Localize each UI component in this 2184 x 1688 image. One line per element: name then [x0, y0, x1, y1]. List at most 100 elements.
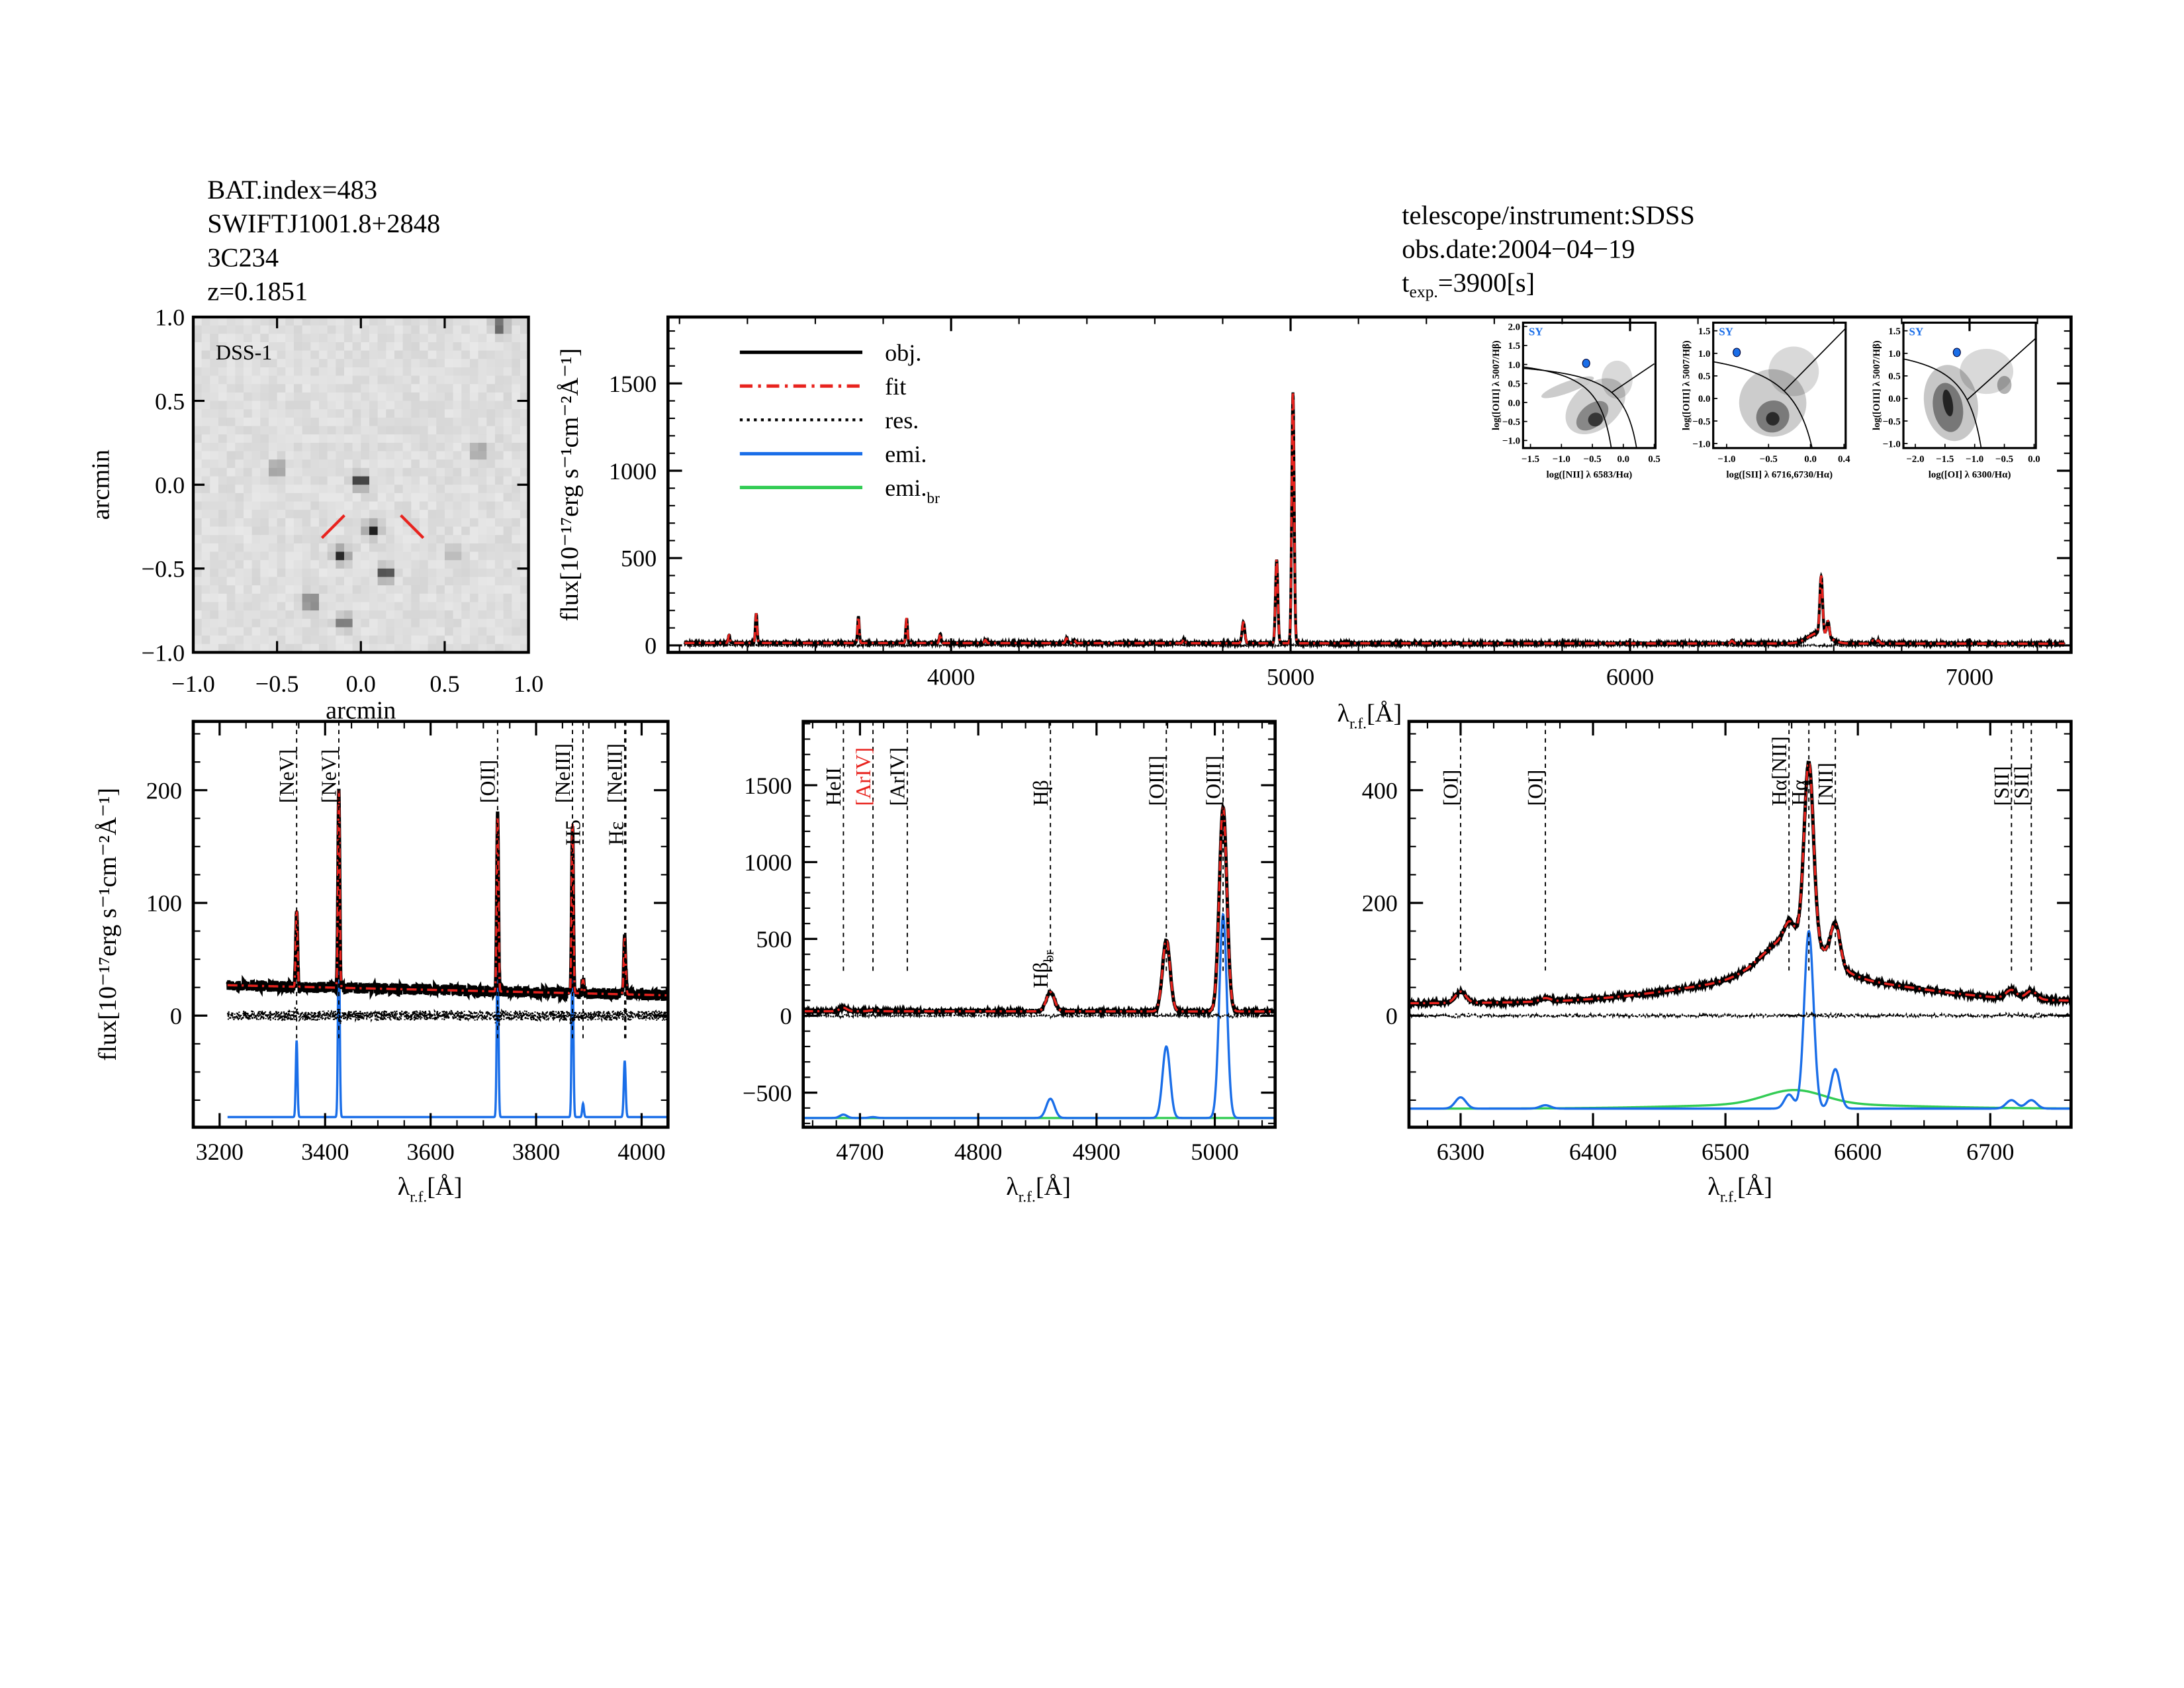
dss-pixel	[310, 400, 320, 410]
dss-pixel	[193, 526, 203, 536]
legend-label: res.	[885, 407, 919, 434]
dss-pixel	[193, 400, 203, 410]
dss-pixel	[461, 577, 471, 586]
dss-pixel	[369, 325, 379, 334]
lambda-symbol: λ	[1337, 700, 1349, 727]
dss-pixel	[260, 426, 269, 435]
dss-pixel	[453, 543, 462, 553]
dss-pixel	[512, 392, 521, 402]
x-tick-label: −1.0	[1717, 454, 1735, 465]
dss-pixel	[218, 467, 228, 477]
dss-pixel	[402, 342, 412, 352]
dss-pixel	[343, 417, 353, 427]
dss-pixel	[361, 618, 370, 628]
dss-pixel	[302, 526, 311, 536]
dss-pixel	[193, 577, 203, 586]
bpt-y-label: log([OIII] λ 5007/Hβ)	[1872, 340, 1882, 430]
dss-pixel	[201, 392, 210, 402]
dss-pixel	[402, 400, 412, 410]
dss-pixel	[503, 485, 512, 494]
line-marker-label: [OII]	[477, 760, 500, 804]
dss-pixel	[193, 334, 203, 343]
dss-pixel	[268, 434, 278, 444]
line-marker-label: Hε	[604, 821, 627, 845]
dss-pixel	[343, 627, 353, 636]
dss-pixel	[285, 618, 295, 628]
dss-pixel	[478, 400, 487, 410]
seyfert-class-label: SY	[1909, 326, 1924, 338]
dss-pixel	[394, 476, 404, 485]
dss-pixel	[235, 384, 244, 393]
dss-pixel	[268, 618, 278, 628]
plot-frame	[1407, 720, 2073, 1129]
legend-text: res.	[885, 407, 919, 434]
x-tick-label: 6500	[1702, 1139, 1749, 1165]
dss-pixel	[327, 434, 336, 444]
dss-pixel	[444, 593, 454, 603]
dss-pixel	[436, 316, 445, 326]
dss-pixel	[444, 643, 454, 653]
dss-pixel	[494, 610, 504, 620]
dss-pixel	[411, 476, 420, 485]
dss-pixel	[293, 485, 303, 494]
dss-pixel	[310, 618, 320, 628]
dss-pixel	[260, 543, 269, 553]
dss-pixel	[251, 316, 261, 326]
dss-pixel	[218, 409, 228, 418]
dss-pixel	[310, 485, 320, 494]
hbeta-broad-sub: br	[1040, 951, 1056, 962]
x-tick-label: −1.0	[1553, 454, 1570, 465]
dss-pixel	[210, 442, 219, 452]
dss-pixel	[243, 551, 253, 561]
dss-pixel	[293, 585, 303, 594]
dss-pixel	[318, 543, 328, 553]
dss-pixel	[218, 585, 228, 594]
dss-pixel	[494, 417, 504, 427]
dss-pixel	[210, 367, 219, 377]
dss-pixel	[201, 543, 210, 553]
dss-pixel	[461, 535, 471, 544]
lambda-unit: [Å]	[1367, 700, 1402, 727]
object-point	[1952, 348, 1961, 357]
dss-pixel	[436, 467, 445, 477]
dss-pixel	[260, 409, 269, 418]
dss-pixel	[243, 492, 253, 502]
dss-pixel	[193, 510, 203, 519]
dss-pixel	[343, 610, 353, 620]
dss-pixel	[336, 568, 345, 578]
dss-pixel	[486, 560, 496, 569]
dss-pixel	[352, 485, 361, 494]
dss-pixel	[486, 610, 496, 620]
dss-pixel	[469, 392, 479, 402]
dss-pixel	[218, 643, 228, 653]
dss-pixel	[268, 518, 278, 528]
dss-pixel	[369, 375, 379, 385]
dss-pixel	[318, 476, 328, 485]
dss-pixel	[361, 518, 370, 528]
dss-pixel	[327, 560, 336, 569]
dss-pixel	[310, 635, 320, 645]
lambda-unit: [Å]	[1737, 1173, 1772, 1201]
dss-pixel	[343, 577, 353, 586]
fit-series	[803, 806, 1275, 1013]
dss-pixel	[444, 551, 454, 561]
dss-pixel	[520, 426, 529, 435]
dss-pixel	[193, 459, 203, 469]
dss-pixel	[277, 510, 286, 519]
dss-pixel	[210, 618, 219, 628]
dss-pixel	[277, 476, 286, 485]
dss-pixel	[201, 568, 210, 578]
dss-pixel	[428, 384, 437, 393]
dss-pixel	[453, 442, 462, 452]
dss-pixel	[494, 492, 504, 502]
dss-pixel	[411, 485, 420, 494]
dss-pixel	[302, 543, 311, 553]
dss-pixel	[361, 459, 370, 469]
dss-pixel	[444, 417, 454, 427]
dss-pixel	[293, 325, 303, 334]
dss-pixel	[494, 451, 504, 460]
seyfert-liner-line	[1784, 328, 1846, 391]
y-tick-label: 200	[146, 777, 182, 804]
dss-pixel	[243, 585, 253, 594]
zoom3-x-axis-label: λr.f.[Å]	[1707, 1173, 1772, 1206]
